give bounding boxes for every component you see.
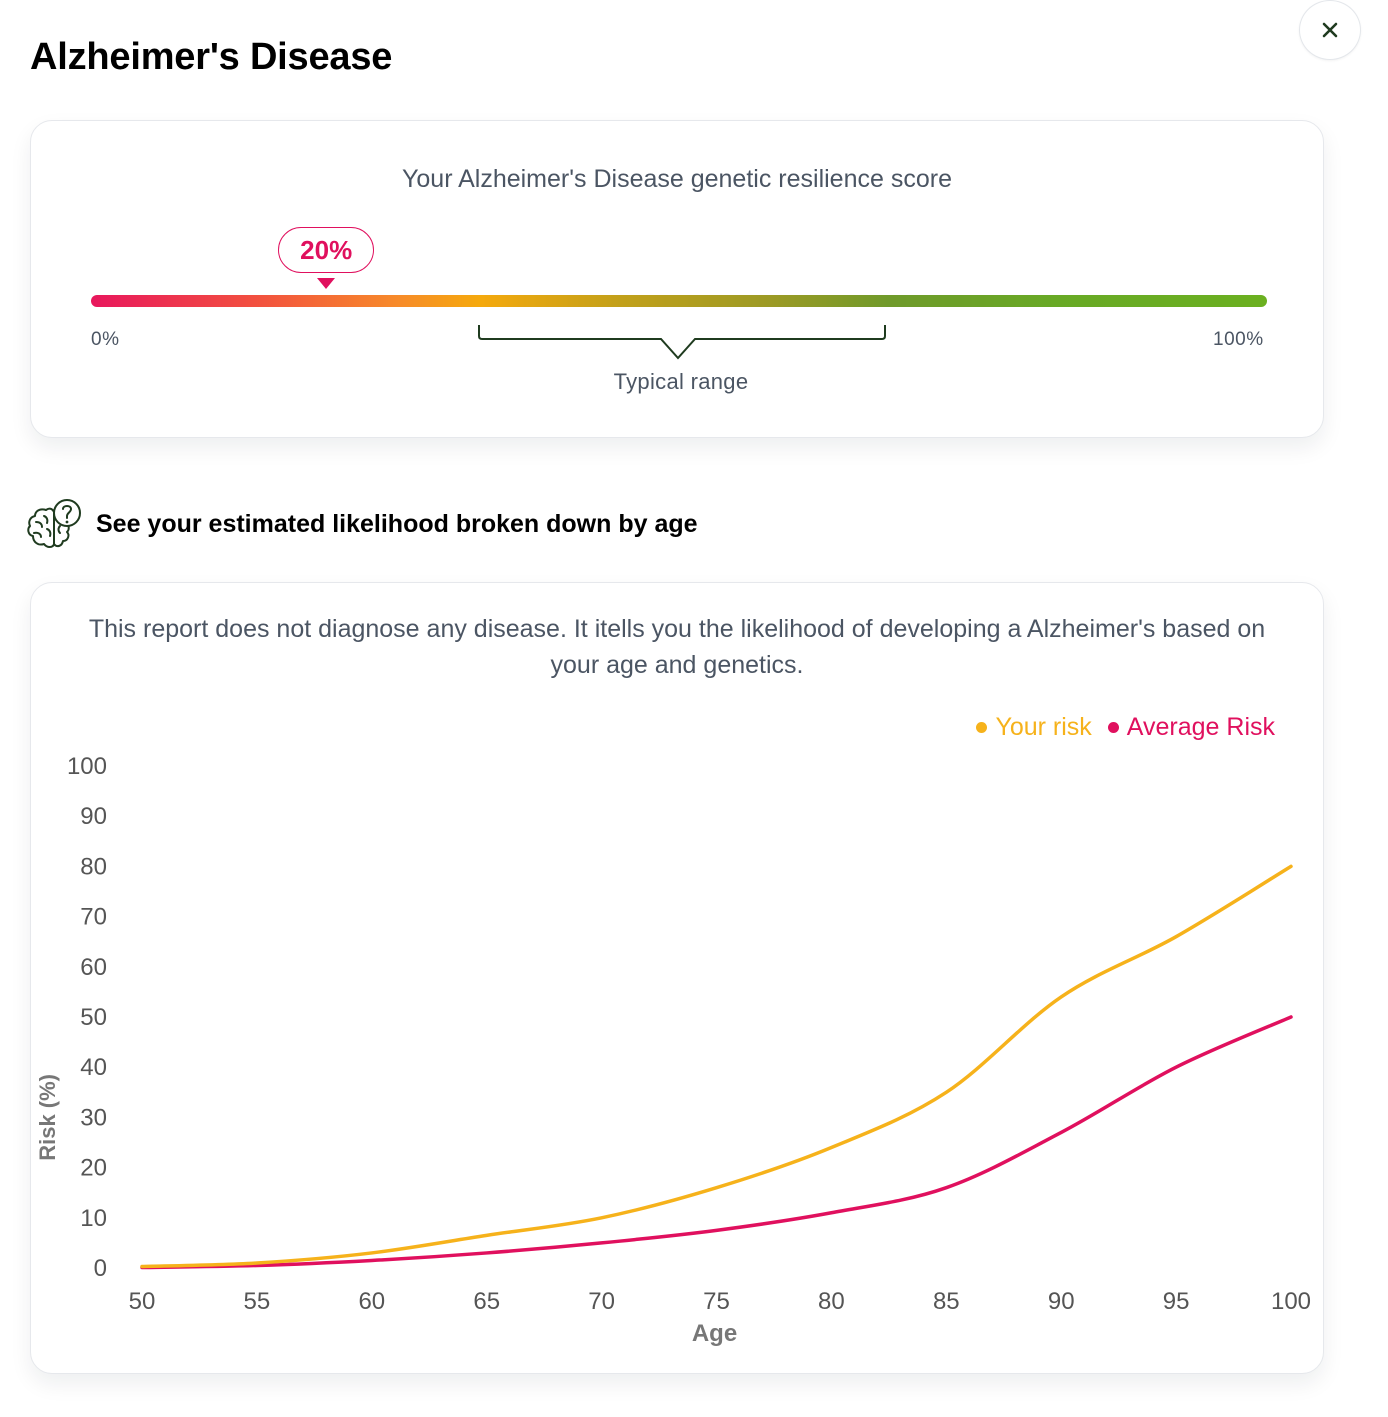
score-min-label: 0% xyxy=(91,329,120,350)
score-gradient-bar xyxy=(91,295,1267,307)
average-risk-line xyxy=(140,1015,1293,1270)
x-tick-label: 55 xyxy=(244,1288,271,1315)
risk-chart-card: This report does not diagnose any diseas… xyxy=(30,582,1324,1374)
disclaimer-text: This report does not diagnose any diseas… xyxy=(88,615,1266,679)
y-tick-label: 10 xyxy=(80,1205,107,1232)
typical-range-bracket xyxy=(478,325,886,360)
y-tick-label: 40 xyxy=(80,1054,107,1081)
x-tick-label: 75 xyxy=(703,1288,730,1315)
x-tick-label: 70 xyxy=(588,1288,615,1315)
legend-label-your-risk: Your risk xyxy=(995,713,1092,741)
y-tick-label: 80 xyxy=(80,853,107,880)
resilience-score-card: Your Alzheimer's Disease genetic resilie… xyxy=(30,120,1324,438)
brain-question-icon xyxy=(27,499,81,548)
your-risk-line xyxy=(140,864,1293,1269)
legend-dot-average-risk xyxy=(1107,722,1119,733)
close-icon xyxy=(1322,22,1338,38)
section-title: See your estimated likelihood broken dow… xyxy=(96,509,698,538)
likelihood-section-header: See your estimated likelihood broken dow… xyxy=(26,496,698,552)
risk-line-chart: 0 10 20 30 40 50 60 70 80 90 100 50 55 60 65 70 75 80 85 90… xyxy=(35,753,1311,1347)
close-button[interactable] xyxy=(1299,0,1361,60)
x-tick-label: 50 xyxy=(129,1288,156,1315)
legend-label-average-risk: Average Risk xyxy=(1126,713,1275,741)
score-heading: Your Alzheimer's Disease genetic resilie… xyxy=(402,165,952,193)
y-tick-label: 50 xyxy=(80,1004,107,1031)
y-tick-label: 0 xyxy=(94,1255,107,1282)
y-tick-label: 60 xyxy=(80,954,107,981)
y-tick-label: 90 xyxy=(80,803,107,830)
legend-dot-your-risk xyxy=(976,722,988,733)
x-tick-label: 90 xyxy=(1048,1288,1075,1315)
x-tick-label: 60 xyxy=(358,1288,385,1315)
x-tick-label: 65 xyxy=(473,1288,500,1315)
x-tick-label: 100 xyxy=(1271,1288,1311,1315)
score-badge: 20% xyxy=(278,227,375,273)
y-axis-label: Risk (%) xyxy=(35,1074,60,1161)
y-tick-label: 100 xyxy=(67,753,107,780)
x-tick-label: 85 xyxy=(933,1288,960,1315)
score-max-label: 100% xyxy=(1213,329,1264,350)
x-axis-label: Age xyxy=(692,1320,737,1347)
x-tick-label: 80 xyxy=(818,1288,845,1315)
y-tick-label: 20 xyxy=(80,1155,107,1182)
x-tick-label: 95 xyxy=(1163,1288,1190,1315)
legend-item-average-risk: Average Risk xyxy=(1107,713,1275,742)
page-title: Alzheimer's Disease xyxy=(30,36,393,78)
y-tick-label: 70 xyxy=(80,904,107,931)
legend-item-your-risk: Your risk xyxy=(976,713,1092,742)
y-tick-label: 30 xyxy=(80,1104,107,1131)
chart-legend: Your risk Average Risk xyxy=(960,713,1275,742)
score-pointer xyxy=(317,278,336,289)
typical-range-label: Typical range xyxy=(613,369,749,394)
